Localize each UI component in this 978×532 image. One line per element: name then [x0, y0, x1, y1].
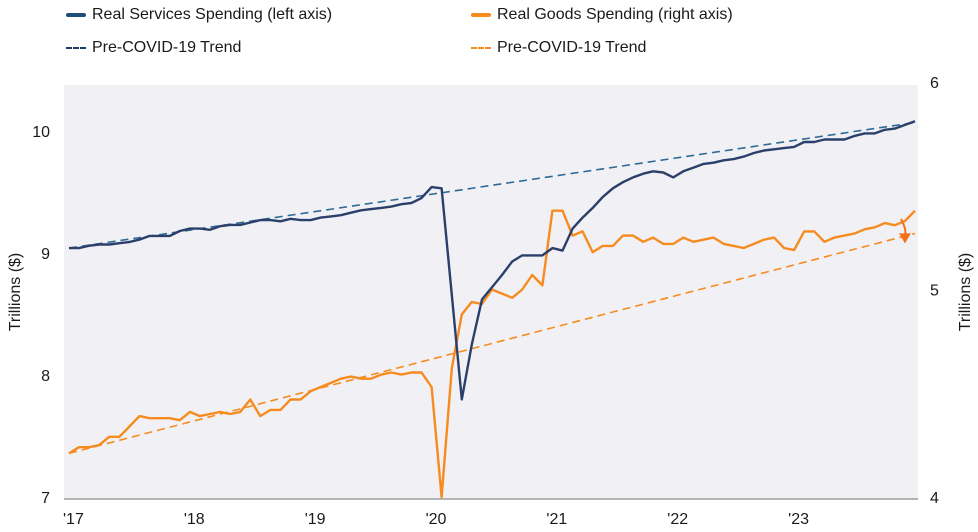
y-left-tick-label: 7	[41, 490, 50, 507]
y-left-tick-label: 10	[32, 124, 50, 141]
legend-swatch-services	[66, 13, 86, 17]
series-services-line	[69, 120, 916, 401]
x-tick-label: '20	[426, 511, 447, 528]
series-goods-trend-line	[68, 232, 916, 455]
x-tick-label: '19	[305, 511, 326, 528]
x-tick-label: '22	[667, 511, 688, 528]
y-axis-right-title: Trillions ($)	[957, 253, 974, 332]
y-right-tick-label: 4	[930, 490, 939, 507]
series-goods-line	[68, 209, 916, 499]
y-right-tick-label: 5	[930, 283, 939, 300]
legend-label-services: Real Services Spending (left axis)	[92, 6, 333, 23]
y-left-tick-label: 9	[41, 246, 50, 263]
y-axis-right: 6 5 4	[930, 75, 939, 507]
legend-swatch-goods	[471, 13, 491, 17]
y-axis-left-title: Trillions ($)	[7, 253, 24, 332]
annotation-layer	[898, 218, 911, 244]
series-layer	[68, 120, 916, 499]
y-left-tick-label: 8	[41, 368, 50, 385]
legend-label-goods-trend: Pre-COVID-19 Trend	[497, 39, 647, 56]
y-right-tick-label: 6	[930, 75, 939, 92]
legend-label-goods: Real Goods Spending (right axis)	[497, 6, 733, 23]
x-tick-label: '21	[546, 511, 567, 528]
x-tick-label: '23	[788, 511, 809, 528]
legend-label-services-trend: Pre-COVID-19 Trend	[92, 39, 242, 56]
x-tick-label: '17	[63, 511, 84, 528]
legend-item-goods: Real Goods Spending (right axis)	[471, 6, 733, 24]
annotation-arrow-head	[898, 233, 911, 244]
legend-swatch-services-trend	[66, 47, 86, 49]
x-axis: '17 '18 '19 '20 '21 '22 '23	[63, 511, 809, 528]
legend-item-services-trend: Pre-COVID-19 Trend	[66, 39, 241, 57]
legend-item-goods-trend: Pre-COVID-19 Trend	[471, 39, 646, 57]
legend-swatch-goods-trend	[471, 47, 491, 49]
y-axis-left: 10 9 8 7	[32, 124, 50, 507]
legend-item-services: Real Services Spending (left axis)	[66, 6, 332, 24]
x-tick-label: '18	[184, 511, 205, 528]
